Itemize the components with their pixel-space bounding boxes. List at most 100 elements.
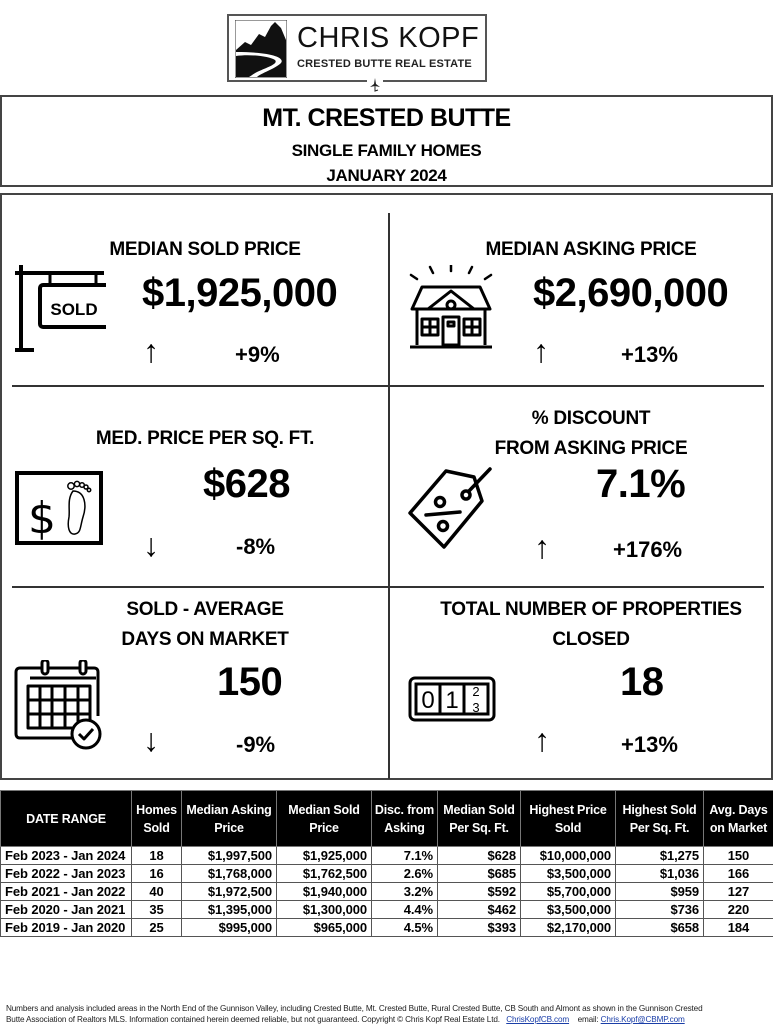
stat-value: 7.1% — [596, 462, 686, 506]
col-avg-days: Avg. Days on Market — [703, 790, 773, 847]
disclaimer-footer: Numbers and analysis included areas in t… — [6, 1003, 771, 1025]
svg-text:2: 2 — [472, 684, 479, 699]
cell-avg-days: 220 — [703, 900, 773, 919]
stat-days-on-market: SOLD - AVERAGE DAYS ON MARKET 150 ↓ -9% — [2, 588, 388, 780]
email-link[interactable]: Chris.Kopf@CBMP.com — [600, 1015, 685, 1024]
arrow-up-icon: ↑ — [534, 529, 550, 565]
calendar-check-icon — [14, 660, 102, 750]
cell-homes-sold: 40 — [131, 882, 182, 901]
stats-grid: MEDIAN SOLD PRICE SOLD $1,925,000 ↑ +9% … — [0, 193, 773, 780]
cell-date-range: Feb 2023 - Jan 2024 — [0, 846, 132, 865]
stat-title-line2: DAYS ON MARKET — [121, 629, 289, 650]
cell-discount: 4.4% — [371, 900, 438, 919]
arrow-up-icon: ↑ — [534, 722, 550, 758]
col-highest-per-sqft: Highest Sold Per Sq. Ft. — [615, 790, 704, 847]
svg-text:SOLD: SOLD — [50, 300, 97, 319]
stat-title-line1: % DISCOUNT — [531, 408, 651, 429]
cell-highest-per-sqft: $736 — [615, 900, 704, 919]
stat-value: 150 — [217, 660, 283, 704]
stat-price-per-sqft: MED. PRICE PER SQ. FT. $ $628 ↓ -8% — [2, 387, 388, 586]
cell-median-sold: $1,762,500 — [276, 864, 372, 883]
page-title: MT. CRESTED BUTTE — [262, 104, 511, 132]
website-link[interactable]: ChrisKopfCB.com — [506, 1015, 570, 1024]
cell-discount: 2.6% — [371, 864, 438, 883]
stat-title-line2: FROM ASKING PRICE — [494, 438, 688, 459]
col-median-asking: Median Asking Price — [181, 790, 277, 847]
company-logo: CHRIS KOPF CRESTED BUTTE REAL ESTATE — [227, 14, 487, 92]
cell-homes-sold: 18 — [131, 846, 182, 865]
stat-title: MEDIAN SOLD PRICE — [109, 239, 301, 260]
history-table: DATE RANGE Homes Sold Median Asking Pric… — [0, 790, 773, 937]
arrow-down-icon: ↓ — [143, 527, 159, 563]
stat-change: +176% — [613, 537, 683, 562]
email-label: email: — [577, 1015, 599, 1024]
cell-date-range: Feb 2019 - Jan 2020 — [0, 918, 132, 937]
svg-text:1: 1 — [445, 687, 458, 714]
svg-text:3: 3 — [472, 700, 479, 715]
cell-date-range: Feb 2020 - Jan 2021 — [0, 900, 132, 919]
stat-median-asking-price: MEDIAN ASKING PRICE — [388, 195, 773, 385]
cell-highest-price: $3,500,000 — [520, 900, 616, 919]
col-date-range: DATE RANGE — [0, 790, 132, 847]
table-row: Feb 2019 - Jan 2020 25 $995,000 $965,000… — [0, 918, 773, 937]
col-median-sold: Median Sold Price — [276, 790, 372, 847]
stat-value: $628 — [203, 462, 290, 506]
cell-homes-sold: 35 — [131, 900, 182, 919]
report-period: JANUARY 2024 — [326, 166, 447, 185]
stat-change: +9% — [235, 342, 280, 367]
cell-median-sold: $965,000 — [276, 918, 372, 937]
stat-title-line2: CLOSED — [552, 629, 630, 650]
vertical-divider — [388, 213, 390, 779]
cell-homes-sold: 16 — [131, 864, 182, 883]
cell-median-per-sqft: $592 — [437, 882, 521, 901]
cell-highest-per-sqft: $658 — [615, 918, 704, 937]
cell-highest-per-sqft: $1,275 — [615, 846, 704, 865]
svg-text:0: 0 — [421, 687, 434, 714]
table-row: Feb 2022 - Jan 2023 16 $1,768,000 $1,762… — [0, 864, 773, 883]
cell-median-asking: $1,972,500 — [181, 882, 277, 901]
cell-highest-price: $5,700,000 — [520, 882, 616, 901]
logo-subtitle: CRESTED BUTTE REAL ESTATE — [297, 58, 472, 70]
cell-date-range: Feb 2022 - Jan 2023 — [0, 864, 132, 883]
stat-value: $1,925,000 — [142, 271, 338, 315]
table-header-row: DATE RANGE Homes Sold Median Asking Pric… — [0, 790, 773, 847]
cell-discount: 4.5% — [371, 918, 438, 937]
cell-median-asking: $1,395,000 — [181, 900, 277, 919]
cell-median-per-sqft: $393 — [437, 918, 521, 937]
table-row: Feb 2021 - Jan 2022 40 $1,972,500 $1,940… — [0, 882, 773, 901]
stat-properties-closed: TOTAL NUMBER OF PROPERTIES CLOSED 0 1 2 … — [388, 588, 773, 780]
cell-highest-price: $10,000,000 — [520, 846, 616, 865]
stat-change: +13% — [621, 732, 678, 757]
stat-change: +13% — [621, 342, 678, 367]
stat-title-line1: SOLD - AVERAGE — [126, 599, 284, 620]
mountain-river-icon — [235, 20, 287, 78]
arrow-up-icon: ↑ — [143, 333, 159, 369]
cell-avg-days: 166 — [703, 864, 773, 883]
disclaimer-line2: Butte Association of Realtors MLS. Infor… — [6, 1014, 771, 1025]
percent-tag-icon — [408, 467, 492, 549]
cell-median-per-sqft: $462 — [437, 900, 521, 919]
arrow-down-icon: ↓ — [143, 722, 159, 758]
stat-median-sold-price: MEDIAN SOLD PRICE SOLD $1,925,000 ↑ +9% — [2, 195, 388, 385]
dollar-footprint-icon: $ — [15, 471, 103, 545]
cell-discount: 7.1% — [371, 846, 438, 865]
counter-icon: 0 1 2 3 — [408, 676, 496, 722]
stat-title: MED. PRICE PER SQ. FT. — [95, 428, 315, 449]
table-row: Feb 2023 - Jan 2024 18 $1,997,500 $1,925… — [0, 846, 773, 865]
report-header: MT. CRESTED BUTTE SINGLE FAMILY HOMES JA… — [0, 95, 773, 187]
cell-avg-days: 184 — [703, 918, 773, 937]
cell-median-asking: $1,768,000 — [181, 864, 277, 883]
cell-median-sold: $1,940,000 — [276, 882, 372, 901]
cell-highest-price: $3,500,000 — [520, 864, 616, 883]
horizontal-divider — [12, 385, 764, 387]
svg-text:$: $ — [28, 493, 56, 544]
cell-avg-days: 127 — [703, 882, 773, 901]
property-type: SINGLE FAMILY HOMES — [291, 141, 482, 160]
cell-homes-sold: 25 — [131, 918, 182, 937]
horizontal-divider — [12, 586, 764, 588]
stat-value: 18 — [620, 660, 664, 704]
disclaimer-text: Butte Association of Realtors MLS. Infor… — [6, 1015, 500, 1024]
logo-name: CHRIS KOPF — [297, 22, 480, 54]
cell-median-asking: $1,997,500 — [181, 846, 277, 865]
cell-avg-days: 150 — [703, 846, 773, 865]
